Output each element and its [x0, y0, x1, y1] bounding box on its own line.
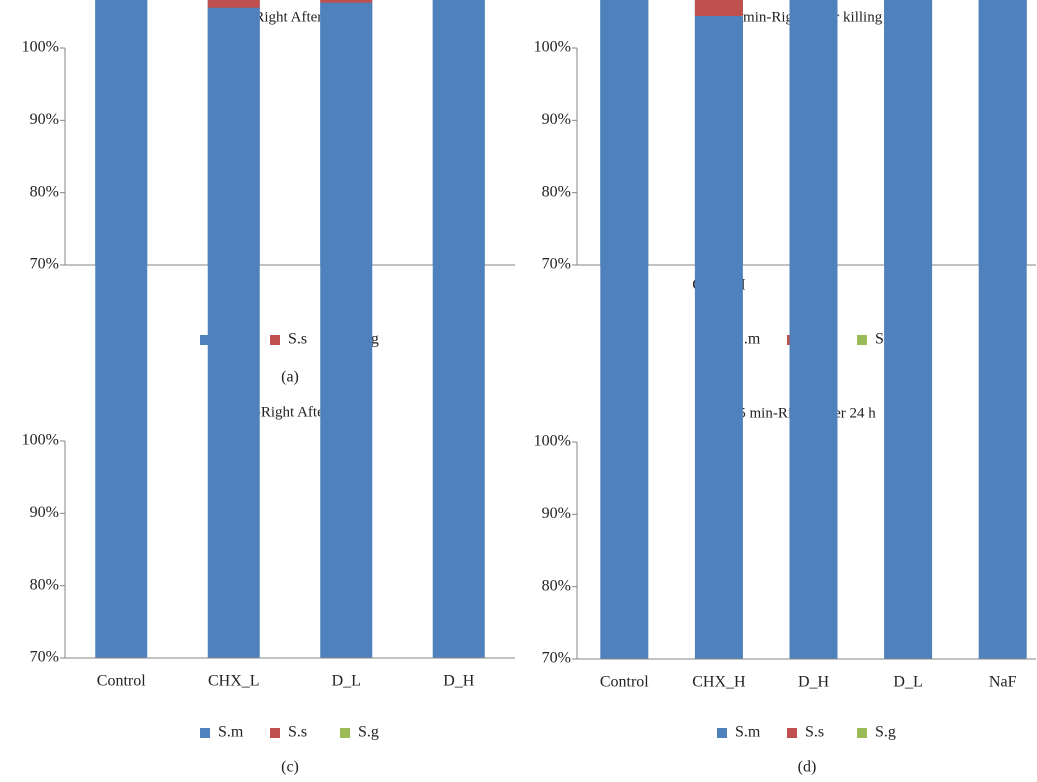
x-tick-label: D_H [443, 673, 475, 690]
legend-swatch [787, 728, 797, 738]
legend-swatch [857, 728, 867, 738]
legend-label: S.g [358, 724, 379, 741]
legend-label: S.g [875, 724, 896, 741]
bar-segment [694, 0, 743, 16]
y-tick-label: 100% [22, 39, 59, 56]
x-tick-label: CHX_H [692, 674, 746, 691]
y-tick-label: 80% [30, 576, 59, 593]
y-tick-label: 90% [542, 505, 571, 522]
x-tick-label: D_H [798, 674, 830, 691]
y-tick-label: 90% [30, 504, 59, 521]
panel-caption: (d) [798, 759, 817, 776]
y-tick-label: 90% [542, 111, 571, 128]
legend-swatch [270, 335, 280, 345]
y-tick-label: 70% [542, 650, 571, 667]
bar-segment [884, 0, 933, 659]
x-tick-label: Control [600, 674, 649, 691]
y-tick-label: 100% [22, 432, 59, 449]
legend-label: S.s [805, 724, 824, 741]
y-tick-label: 70% [30, 256, 59, 273]
legend-label: S.m [218, 724, 244, 741]
x-tick-label: D_L [893, 674, 922, 691]
x-tick-label: NaF [989, 674, 1017, 691]
legend-swatch [340, 728, 350, 738]
bar-segment [207, 0, 260, 8]
x-tick-label: Control [97, 673, 146, 690]
legend-swatch [200, 335, 210, 345]
legend-swatch [270, 728, 280, 738]
panel-caption: (a) [281, 369, 299, 386]
legend-swatch [857, 335, 867, 345]
y-tick-label: 80% [30, 183, 59, 200]
bar-segment [789, 0, 838, 660]
bar-segment [600, 0, 649, 659]
bar-segment [320, 0, 373, 3]
y-tick-label: 100% [534, 39, 571, 56]
legend-label: S.s [288, 724, 307, 741]
bar-segment [978, 0, 1027, 660]
bar-segment [694, 15, 743, 660]
legend-label: S.m [735, 724, 761, 741]
legend-label: S.s [288, 331, 307, 348]
x-tick-label: D_L [332, 673, 361, 690]
y-tick-label: 80% [542, 577, 571, 594]
legend-swatch [200, 728, 210, 738]
bar-segment [320, 2, 373, 659]
x-tick-label: CHX_L [208, 673, 260, 690]
y-tick-label: 100% [534, 433, 571, 450]
panel-caption: (c) [281, 759, 299, 776]
y-tick-label: 80% [542, 183, 571, 200]
y-tick-label: 90% [30, 111, 59, 128]
bar-segment [432, 0, 485, 658]
bar-segment [207, 7, 260, 659]
y-tick-label: 70% [542, 256, 571, 273]
y-tick-label: 70% [30, 649, 59, 666]
bar-segment [95, 0, 148, 659]
legend-swatch [717, 728, 727, 738]
